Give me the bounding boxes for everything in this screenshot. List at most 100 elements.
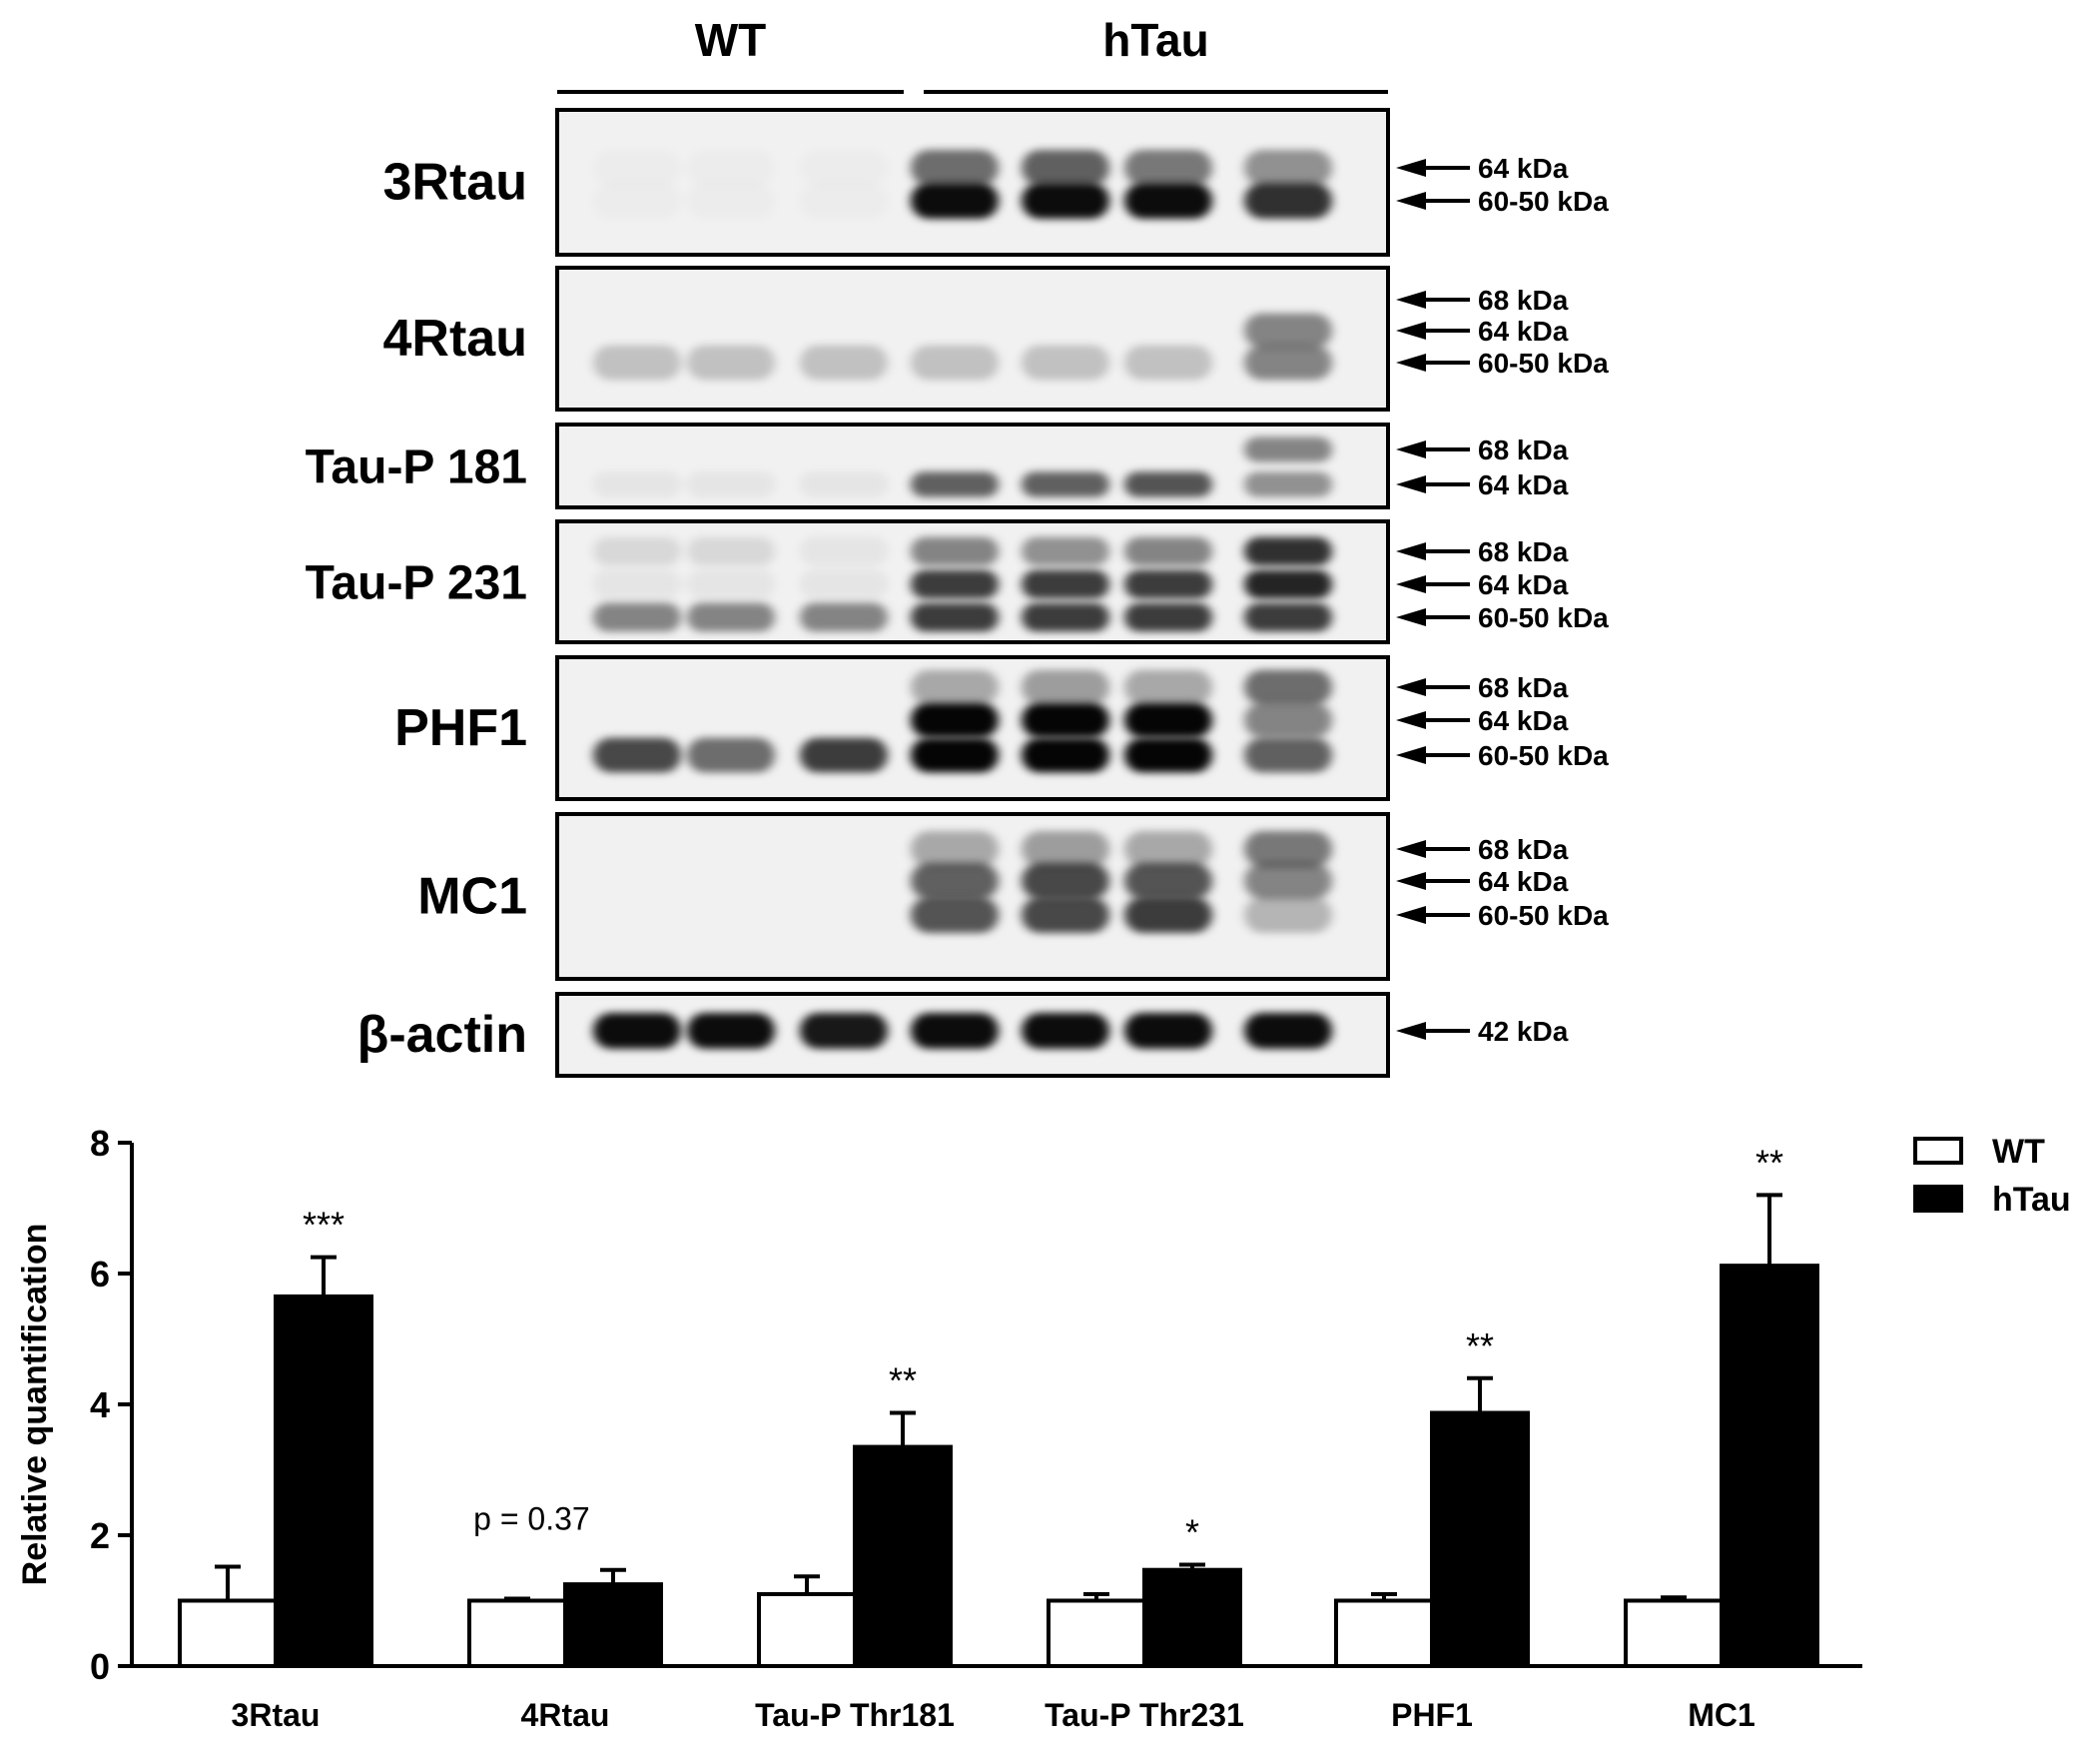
- blot-band: [1244, 1013, 1332, 1049]
- blot-panel: PHF1: [394, 655, 1390, 801]
- blot-band: [911, 737, 999, 773]
- blot-band: [1022, 831, 1109, 867]
- marker-label: 60-50 kDa: [1478, 900, 1609, 931]
- blot-panel-label: 3Rtau: [383, 154, 527, 212]
- arrow-left-icon: [1396, 475, 1426, 493]
- blot-panel-label: Tau-P 231: [306, 557, 527, 610]
- arrow-left-icon: [1396, 322, 1426, 340]
- x-tick-label: MC1: [1688, 1697, 1755, 1733]
- marker: 60-50 kDa: [1396, 186, 1609, 217]
- marker: 60-50 kDa: [1396, 602, 1609, 633]
- blot-panel: MC1: [417, 812, 1390, 981]
- blot-band: [911, 669, 999, 705]
- blot-band: [911, 569, 999, 599]
- blot-band: [1124, 536, 1212, 566]
- x-tick-label: PHF1: [1391, 1697, 1473, 1733]
- significance-label: p = 0.37: [473, 1501, 590, 1537]
- blot-band: [1022, 863, 1109, 899]
- blot-band: [1244, 345, 1332, 381]
- blot-band: [800, 536, 888, 566]
- marker-label: 42 kDa: [1478, 1016, 1569, 1047]
- bar: [467, 1598, 567, 1668]
- blot-panel-label: 4Rtau: [383, 310, 527, 368]
- marker-label: 60-50 kDa: [1478, 740, 1609, 771]
- blot-band: [1022, 150, 1109, 186]
- marker-label: 68 kDa: [1478, 536, 1569, 567]
- bar: [178, 1598, 278, 1668]
- blot-group-label: WT: [695, 14, 767, 66]
- blot-band: [1124, 150, 1212, 186]
- bar: [1430, 1410, 1530, 1669]
- blot-band: [1244, 471, 1332, 497]
- marker: 60-50 kDa: [1396, 900, 1609, 931]
- blot-band: [1244, 669, 1332, 705]
- marker: 42 kDa: [1396, 1016, 1569, 1047]
- blot-band: [1124, 702, 1212, 738]
- blot-band: [593, 183, 681, 219]
- blot-band: [1244, 569, 1332, 599]
- marker: 64 kDa: [1396, 705, 1569, 736]
- blot-band: [800, 150, 888, 186]
- x-tick-label: Tau-P Thr231: [1045, 1697, 1244, 1733]
- blot-band: [911, 863, 999, 899]
- y-tick-label: 4: [90, 1384, 110, 1425]
- blot-band: [1022, 471, 1109, 497]
- blot-band: [593, 737, 681, 773]
- blot-band: [911, 1013, 999, 1049]
- y-axis-label: Relative quantification: [16, 1224, 54, 1586]
- blot-panel-label: β-actin: [357, 1006, 527, 1064]
- blot-band: [1124, 602, 1212, 632]
- blot-group-label: hTau: [1102, 14, 1208, 66]
- significance-label: *: [1185, 1511, 1199, 1552]
- blot-panel: 3Rtau: [383, 108, 1390, 257]
- y-tick-label: 0: [90, 1646, 110, 1687]
- blot-band: [687, 471, 775, 497]
- blot-band: [593, 536, 681, 566]
- blot-band: [800, 1013, 888, 1049]
- x-tick-label: 3Rtau: [232, 1697, 321, 1733]
- blot-band: [800, 602, 888, 632]
- marker-label: 64 kDa: [1478, 569, 1569, 600]
- blot-band: [800, 183, 888, 219]
- marker-label: 68 kDa: [1478, 672, 1569, 703]
- blot-band: [1244, 536, 1332, 566]
- blot-panel-label: PHF1: [394, 699, 527, 757]
- blot-band: [593, 602, 681, 632]
- blot-panel-label: Tau-P 181: [306, 441, 527, 494]
- marker-label: 64 kDa: [1478, 705, 1569, 736]
- arrow-left-icon: [1396, 906, 1426, 924]
- blot-band: [1124, 831, 1212, 867]
- arrow-left-icon: [1396, 354, 1426, 372]
- arrow-left-icon: [1396, 192, 1426, 210]
- bar: [757, 1591, 857, 1668]
- marker: 64 kDa: [1396, 866, 1569, 897]
- blot-band: [1022, 569, 1109, 599]
- blot-panel: Tau-P 181: [306, 423, 1390, 509]
- arrow-left-icon: [1396, 840, 1426, 858]
- bar: [563, 1582, 663, 1668]
- arrow-left-icon: [1396, 575, 1426, 593]
- blot-band: [1124, 863, 1212, 899]
- marker: 68 kDa: [1396, 285, 1569, 316]
- marker: 68 kDa: [1396, 536, 1569, 567]
- marker-label: 60-50 kDa: [1478, 602, 1609, 633]
- x-tick-label: Tau-P Thr181: [755, 1697, 955, 1733]
- blot-panel: 4Rtau: [383, 266, 1390, 412]
- blot-band: [687, 536, 775, 566]
- bar: [853, 1444, 953, 1668]
- blot-band: [1022, 669, 1109, 705]
- blot-band: [1022, 345, 1109, 381]
- blot-band: [800, 345, 888, 381]
- marker: 64 kDa: [1396, 469, 1569, 500]
- blot-band: [1022, 536, 1109, 566]
- marker: 64 kDa: [1396, 153, 1569, 184]
- blot-band: [800, 471, 888, 497]
- arrow-left-icon: [1396, 746, 1426, 764]
- marker: 64 kDa: [1396, 569, 1569, 600]
- marker-label: 60-50 kDa: [1478, 186, 1609, 217]
- blot-band: [1022, 897, 1109, 933]
- marker: 64 kDa: [1396, 316, 1569, 347]
- blot-band: [1124, 183, 1212, 219]
- bar: [1720, 1264, 1819, 1668]
